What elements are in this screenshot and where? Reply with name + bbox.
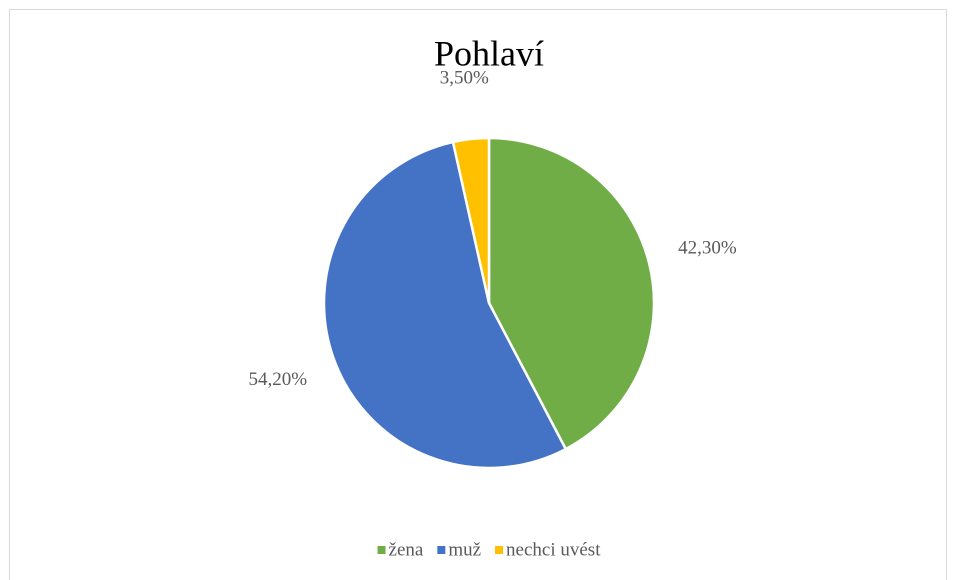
legend-label: žena [389,539,424,560]
pie-slice [451,136,491,304]
data-label: 42,30% [678,237,737,258]
pie-slice [322,140,568,470]
pie-slice [487,136,656,451]
chart-title: Pohlaví [434,33,544,73]
legend-swatch [495,546,504,554]
legend-label: muž [448,539,481,560]
data-label: 3,50% [440,68,489,89]
legend-swatch [377,546,386,554]
legend-swatch [437,546,446,554]
data-label: 54,20% [248,369,307,390]
legend-label: nechci uvést [506,539,601,560]
